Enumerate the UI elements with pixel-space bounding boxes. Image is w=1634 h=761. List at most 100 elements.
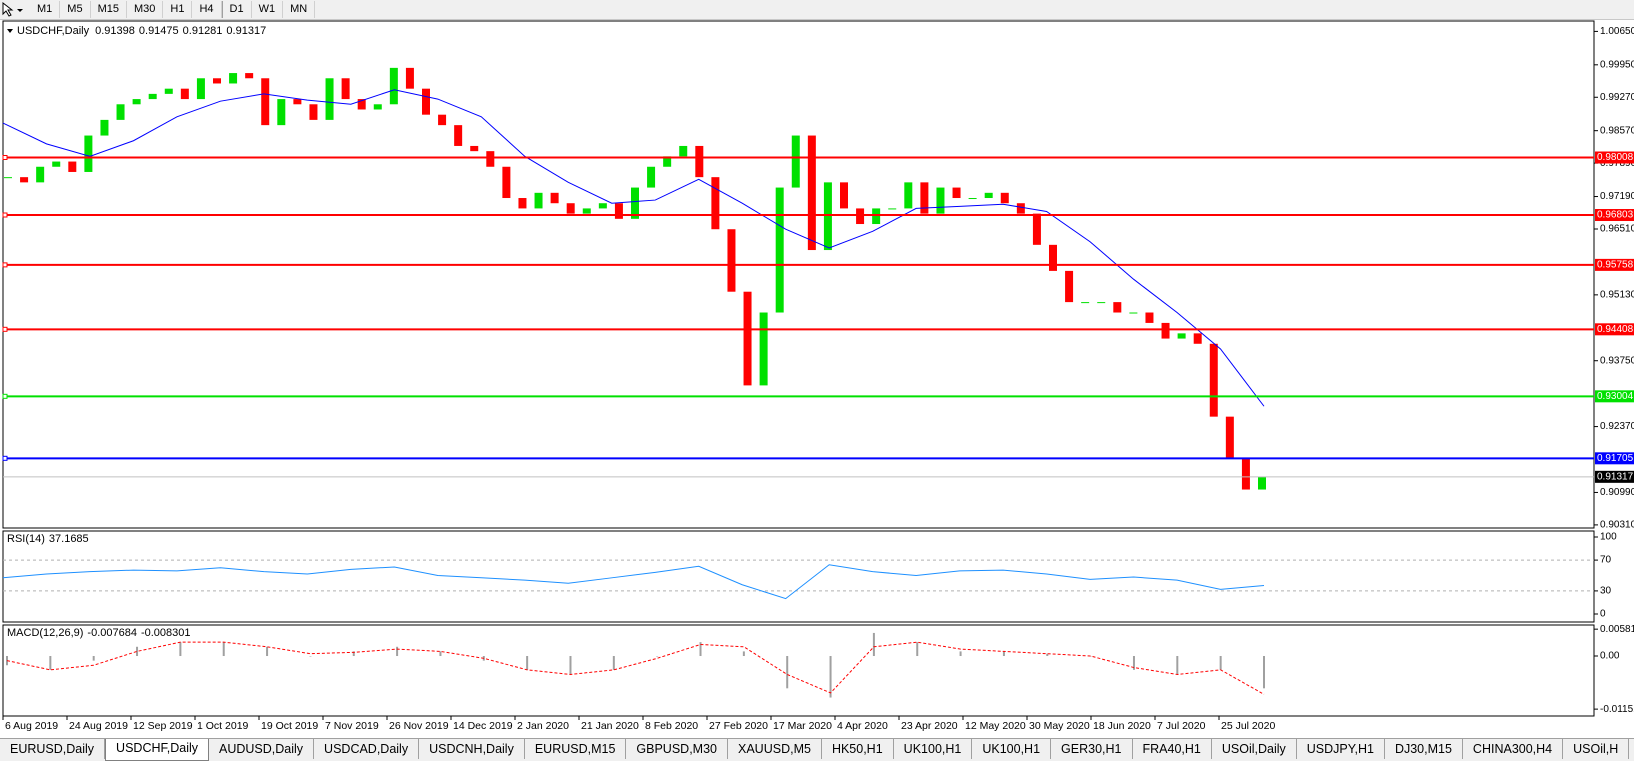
chart-tab[interactable]: USDCAD,Daily [314, 739, 420, 759]
candle [759, 312, 768, 386]
x-tick-label: 26 Nov 2019 [389, 720, 449, 732]
y-tick-label: 70 [1600, 555, 1612, 566]
chart-tab[interactable]: GBPUSD,M30 [626, 739, 728, 759]
timeframe-button[interactable]: M15 [91, 1, 127, 18]
candle [52, 161, 61, 167]
macd-bar [612, 656, 615, 670]
current-price-box [1595, 470, 1634, 483]
candle [1209, 343, 1218, 417]
level-label: 0.93004 [1597, 391, 1634, 402]
macd-bar [352, 651, 355, 657]
timeframe-button[interactable]: W1 [252, 1, 284, 18]
chart-tab[interactable]: DJ30,M15 [1385, 739, 1463, 759]
x-tick-label: 7 Nov 2019 [325, 720, 379, 732]
candle [1065, 270, 1074, 303]
candle [1129, 312, 1138, 314]
level-anchor [2, 455, 8, 461]
x-tick-label: 2 Jan 2020 [517, 720, 569, 732]
y-tick-label: 0.93750 [1600, 355, 1634, 366]
macd-bar [136, 646, 139, 657]
chart-tab[interactable]: XAUUSD,M5 [728, 739, 822, 759]
chart-tab[interactable]: USDCHF,Daily [105, 739, 209, 761]
candle [470, 145, 479, 152]
candle [904, 182, 913, 209]
chart-tab[interactable]: AUDUSD,Daily [209, 739, 315, 759]
timeframe-button[interactable]: M1 [30, 1, 61, 18]
candle [1081, 302, 1090, 304]
level-anchor [2, 212, 8, 218]
candle [438, 114, 447, 126]
candle [582, 208, 591, 214]
x-tick-label: 8 Feb 2020 [645, 720, 698, 732]
macd-bar [569, 656, 572, 675]
x-tick-label: 17 Mar 2020 [773, 720, 832, 732]
chart-tab[interactable]: FRA40,H1 [1133, 739, 1212, 759]
level-label: 0.98008 [1597, 152, 1634, 163]
dropdown-icon[interactable] [7, 29, 13, 33]
macd-bar [309, 656, 312, 657]
x-tick-label: 12 Sep 2019 [133, 720, 193, 732]
macd-bar [49, 656, 52, 670]
moving-average [2, 89, 1265, 407]
macd-bar [1132, 656, 1135, 670]
y-tick-label: 0.95130 [1600, 289, 1634, 300]
chart-tab[interactable]: HK50,H1 [822, 739, 894, 759]
candle [936, 187, 945, 214]
candle [245, 73, 254, 79]
rsi-header: RSI(14) 37.1685 [7, 533, 89, 545]
chart-tab[interactable]: USOil,Daily [1212, 739, 1297, 759]
chart-tab[interactable]: UK100,H1 [972, 739, 1052, 759]
macd-bar [872, 632, 875, 657]
timeframe-button[interactable]: MN [283, 1, 316, 18]
candle [325, 78, 334, 120]
symbol: USDCHF,Daily [17, 25, 90, 37]
candle [132, 99, 141, 105]
timeframe-button[interactable]: M5 [60, 1, 91, 18]
chart-tab[interactable]: EURUSD,Daily [0, 739, 106, 759]
x-tick-label: 19 Oct 2019 [261, 720, 318, 732]
chart-background [0, 19, 1634, 738]
low: 0.91281 [183, 25, 223, 37]
candle [872, 208, 881, 225]
candle [68, 161, 77, 172]
level-label: 0.96803 [1597, 210, 1634, 221]
y-tick-label: 0 [1600, 609, 1606, 620]
chart-tab[interactable]: UK100,H1 [894, 739, 973, 759]
chart-tab[interactable]: EURUSD,M15 [525, 739, 627, 759]
candle [1258, 476, 1266, 490]
x-tick-label: 14 Dec 2019 [453, 720, 513, 732]
candle [888, 208, 897, 210]
candle [647, 166, 656, 188]
y-tick-label: 0.96510 [1600, 224, 1634, 235]
candle [807, 135, 816, 251]
chart-tab[interactable]: CHINA300,H4 [1463, 739, 1564, 759]
level-label-box [1595, 209, 1634, 222]
chart-tab[interactable]: USDJPY,H1 [1297, 739, 1385, 759]
timeframe-button[interactable]: D1 [221, 1, 252, 18]
timeframe-button[interactable]: H1 [163, 1, 193, 18]
x-tick-label: 7 Jul 2020 [1157, 720, 1206, 732]
y-tick-label: 0.98570 [1600, 125, 1634, 136]
cursor-tool[interactable] [0, 1, 30, 18]
macd-bar [1219, 656, 1222, 670]
timeframe-button[interactable]: M30 [127, 1, 164, 18]
chart-tab[interactable]: USDCNH,Daily [419, 739, 525, 759]
macd-bar [786, 656, 789, 689]
candle [357, 99, 366, 110]
candle [261, 78, 270, 126]
candle [1016, 203, 1025, 214]
chart-tab[interactable]: USOil,H [1563, 739, 1630, 759]
chart-tab[interactable]: GER30,H1 [1051, 739, 1133, 759]
candle [20, 177, 29, 183]
macd-value: -0.007684 [87, 627, 137, 639]
timeframe-toolbar: M1 M5 M15 M30 H1 H4 D1 W1 MN [0, 0, 1634, 20]
candle [679, 145, 688, 157]
candle [1097, 302, 1106, 304]
candle [213, 78, 221, 84]
candle [1113, 302, 1122, 313]
macd-bar [222, 642, 225, 657]
timeframe-button[interactable]: H4 [192, 1, 222, 18]
x-tick-label: 18 Jun 2020 [1093, 720, 1151, 732]
candle [1145, 312, 1154, 323]
